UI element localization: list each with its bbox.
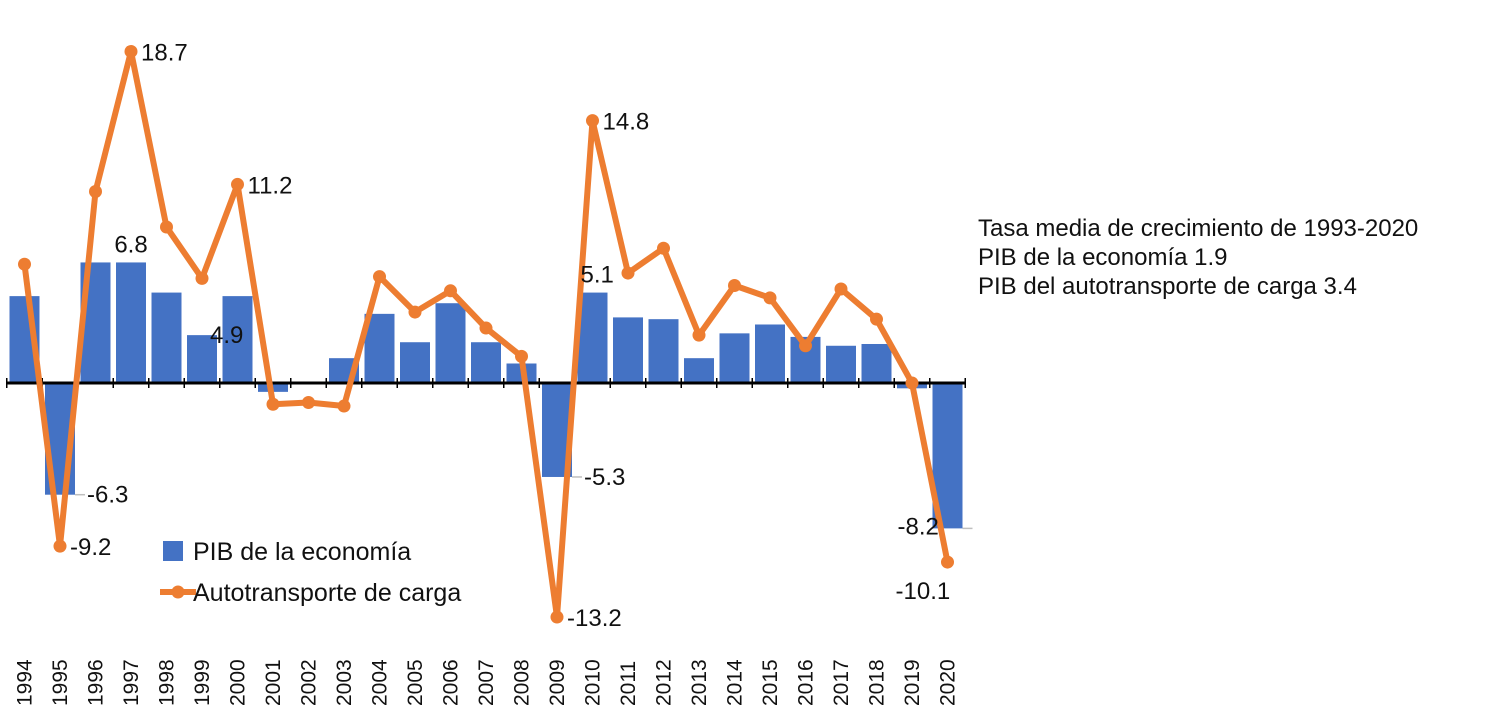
annotation-trucking-rate: PIB del autotransporte de carga 3.4 [978,273,1357,300]
x-tick-2002: 2002 [298,659,321,706]
bar-label-2020: -8.2 [898,513,939,540]
line-label-1995: -9.2 [70,534,111,561]
growth-rate-annotation: Tasa media de crecimiento de 1993-2020 P… [978,214,1498,301]
bar-2018 [861,343,892,383]
line-point-2007 [479,321,493,335]
legend-label-economia: PIB de la economía [193,538,411,566]
bar-1998 [151,292,182,383]
bar-series [9,262,963,529]
line-point-1995 [53,539,67,553]
line-series [18,44,954,624]
bar-2017 [826,345,856,383]
x-tick-2000: 2000 [227,659,250,706]
line-label-2009: -13.2 [567,605,622,632]
line-point-2000 [231,177,244,191]
x-tick-2007: 2007 [475,659,498,706]
x-tick-2004: 2004 [369,659,392,706]
x-tick-2006: 2006 [440,659,463,706]
line-point-2016 [799,339,812,353]
x-tick-2009: 2009 [546,659,569,706]
bar-1997 [116,262,146,383]
legend-line-marker [171,585,185,599]
x-tick-2015: 2015 [759,659,782,706]
bar-2013 [684,358,714,383]
line-point-1996 [89,185,102,199]
x-tick-1998: 1998 [156,659,179,706]
line-point-2004 [373,270,386,284]
legend: PIB de la economía Autotransporte de carg… [160,538,461,607]
line-point-2020 [941,555,954,569]
x-tick-2010: 2010 [582,659,605,706]
line-point-2013 [692,328,706,342]
annotation-title: Tasa media de crecimiento de 1993-2020 [978,215,1419,242]
x-tick-2020: 2020 [937,659,960,706]
x-tick-1997: 1997 [120,659,143,706]
x-tick-1994: 1994 [14,659,37,706]
x-tick-2005: 2005 [404,659,427,706]
line-point-2015 [763,291,777,305]
x-tick-2012: 2012 [653,659,676,706]
line-point-2006 [444,284,457,298]
line-point-2017 [834,282,848,296]
line-point-1997 [124,44,138,58]
bar-2007 [471,342,501,383]
line-point-2019 [905,376,919,390]
bar-2014 [719,333,750,383]
line-point-1999 [195,271,209,285]
bar-2006 [435,303,466,383]
line-point-2001 [266,397,280,411]
line-label-2000: 11.2 [248,172,293,199]
bar-2000 [222,296,253,383]
bar-1999 [187,335,217,383]
bar-label-1999: 4.9 [210,322,243,349]
x-tick-1995: 1995 [49,659,72,706]
line-point-2009 [550,610,564,624]
line-point-2003 [337,399,351,413]
line-point-2014 [728,278,741,292]
x-tick-1999: 1999 [191,659,214,706]
line-point-2011 [621,266,635,280]
bar-2010 [577,292,608,383]
line-label-1997: 18.7 [141,39,188,66]
line-point-2010 [586,114,599,128]
x-tick-1996: 1996 [85,659,108,706]
line-point-2008 [515,349,528,363]
line-label-2010: 14.8 [603,109,650,136]
line-point-2005 [408,305,422,319]
data-labels: -6.3 6.8 4.9 -5.3 5.1 -8.2 -9.2 18.7 11.2 -13.2 14… [70,39,973,632]
chart: -6.3 6.8 4.9 -5.3 5.1 -8.2 -9.2 18.7 11.2 -13.2 14… [6,39,973,706]
line-point-1994 [18,257,31,271]
line-label-2020: -10.1 [896,578,951,605]
line-point-1998 [160,220,173,234]
bar-label-1995: -6.3 [87,482,128,509]
x-tick-labels: 1994 1995 1996 1997 1998 1999 2000 2001 2002 2003… [14,659,960,706]
bar-2011 [613,317,643,383]
line-point-2012 [657,241,670,255]
legend-label-autotransporte: Autotransporte de carga [193,579,461,607]
x-tick-2001: 2001 [262,659,285,706]
bar-2015 [755,324,785,383]
x-tick-2013: 2013 [688,659,711,706]
bar-2004 [364,313,395,383]
bar-label-2010: 5.1 [581,262,614,289]
line-point-2002 [302,396,315,410]
legend-bar-swatch [163,541,183,561]
x-tick-2016: 2016 [795,659,818,706]
annotation-economy-rate: PIB de la economía 1.9 [978,244,1228,271]
x-tick-2011: 2011 [617,661,640,706]
x-tick-2018: 2018 [866,659,889,706]
bar-label-2009: -5.3 [584,464,625,491]
x-tick-2019: 2019 [901,659,924,706]
bar-2005 [400,342,430,383]
x-tick-2008: 2008 [511,659,534,706]
x-tick-2014: 2014 [724,659,747,706]
x-tick-2003: 2003 [333,659,356,706]
bar-2012 [648,319,679,383]
x-tick-2017: 2017 [830,659,853,706]
line-point-2018 [870,312,883,326]
bar-label-1997: 6.8 [114,231,147,258]
